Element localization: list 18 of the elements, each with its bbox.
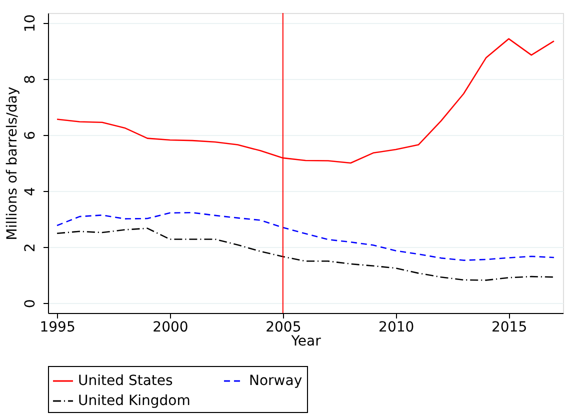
x-tick-label: 2010 [378,320,414,336]
line-series [56,228,555,281]
y-tick-label: 4 [22,187,38,196]
line-series [56,212,555,261]
y-axis-title: Millions of barrels/day [4,86,20,240]
x-axis-title: Year [290,334,322,350]
y-tick-label: 2 [22,243,38,252]
x-tick-label: 2015 [491,320,528,336]
legend-label: United States [78,373,173,389]
y-tick-label: 6 [22,130,38,140]
legend-label: Norway [249,373,302,389]
y-tick-label: 8 [22,74,38,84]
legend-label: United Kingdom [78,393,190,409]
x-tick-label: 1995 [40,320,76,336]
y-tick-label: 0 [22,299,38,308]
y-tick-label: 10 [22,14,38,32]
x-tick-label: 2005 [266,320,302,336]
x-tick-label: 2000 [152,320,188,336]
